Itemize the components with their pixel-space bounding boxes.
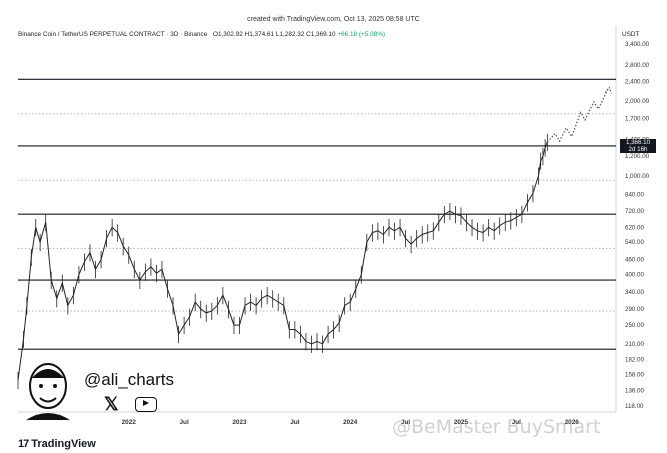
x-tick-label: Jul (512, 419, 521, 426)
x-tick-label: 2025 (454, 419, 469, 426)
high-value: H1,374.61 (244, 31, 275, 38)
tradingview-logo-icon: 17 (18, 438, 29, 450)
x-tick-label: Jul (401, 419, 410, 426)
x-tick-label: 2026 (565, 419, 580, 426)
y-tick-label: 1,200.00 (625, 153, 650, 160)
y-tick-label: 620.00 (625, 224, 644, 231)
y-tick-label: 118.00 (625, 403, 644, 410)
projection-path (546, 88, 609, 143)
y-tick-label: 210.00 (625, 341, 644, 348)
y-tick-label: 136.00 (625, 388, 644, 395)
y-tick-label: 2,000.00 (625, 98, 650, 105)
y-tick-label: 250.00 (625, 322, 644, 329)
currency-label: USDT (622, 31, 640, 38)
author-handle: @ali_charts (84, 370, 175, 389)
close-value: C1,369.10 (306, 31, 336, 38)
tradingview-wordmark: TradingView (31, 438, 96, 450)
last-price-value: 1,366.10 (625, 139, 651, 146)
y-tick-label: 2,400.00 (625, 79, 650, 86)
x-tick-label: Jul (179, 419, 188, 426)
symbol-title: Binance Coin / TetherUS PERPETUAL CONTRA… (18, 31, 208, 38)
price-line (17, 141, 548, 381)
tradingview-brand: 17 TradingView (18, 438, 96, 450)
author-avatar-icon (26, 363, 70, 420)
x-tick-label: 2022 (122, 419, 137, 426)
y-tick-label: 2,800.00 (625, 62, 650, 69)
change-value: +66.18 (+5.08%) (337, 31, 385, 38)
low-value: L1,282.32 (275, 31, 305, 38)
y-tick-label: 158.00 (625, 372, 644, 379)
x-tick-label: Jul (290, 419, 299, 426)
y-tick-label: 3,400.00 (625, 41, 650, 48)
bar-countdown: 2d 16h (628, 146, 648, 153)
x-logo-icon[interactable]: 𝕏 (104, 394, 119, 414)
y-tick-label: 290.00 (625, 306, 644, 313)
watermark-text: @BeMaster BuySmart (392, 416, 601, 438)
created-caption: created with TradingView.com, Oct 13, 20… (247, 16, 420, 23)
y-tick-label: 840.00 (625, 192, 644, 199)
projection-arrowhead (604, 86, 612, 94)
y-tick-label: 460.00 (625, 256, 644, 263)
last-price-tag: 1,366.10 2d 16h (620, 139, 656, 153)
social-links: 𝕏 (104, 395, 157, 413)
x-tick-label: 2024 (343, 419, 358, 426)
y-tick-label: 540.00 (625, 239, 644, 246)
y-tick-label: 1,700.00 (625, 116, 650, 123)
open-value: O1,302.92 (212, 31, 243, 38)
y-tick-label: 340.00 (625, 289, 644, 296)
x-tick-label: 2023 (232, 419, 247, 426)
y-tick-label: 720.00 (625, 208, 644, 215)
y-tick-label: 182.00 (625, 356, 644, 363)
y-tick-label: 1,000.00 (625, 173, 650, 180)
youtube-icon[interactable] (134, 396, 157, 412)
y-tick-label: 400.00 (625, 272, 644, 279)
symbol-info: Binance Coin / TetherUS PERPETUAL CONTRA… (18, 31, 385, 38)
